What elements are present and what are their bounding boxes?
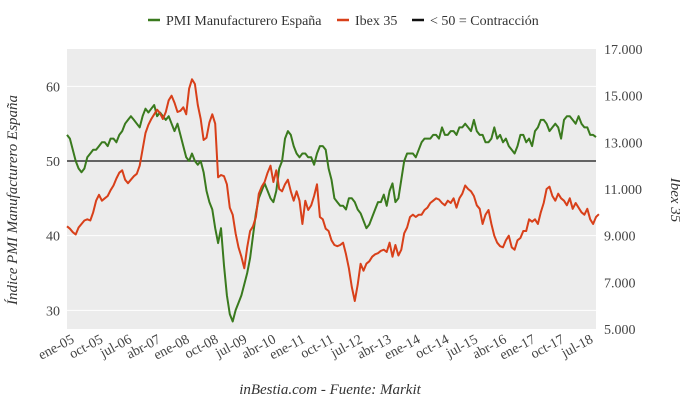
right-tick-label: 11.000	[604, 183, 642, 198]
right-tick-label: 9.000	[604, 230, 636, 245]
right-tick-label: 5.000	[604, 323, 636, 338]
series-line-ibex	[66, 78, 600, 302]
series-layer	[66, 78, 600, 323]
x-tick-label: jul-18	[558, 332, 595, 361]
legend: PMI Manufacturero España Ibex 35 < 50 = …	[148, 14, 539, 29]
y-left-axis-title: Índice PMI Manufacturero España	[4, 95, 21, 306]
right-axis-ticks: 5.000 7.000 9.000 11.000 13.000 15.000 17.000	[604, 43, 643, 338]
left-tick-label: 40	[46, 230, 60, 245]
series-line-pmi	[66, 104, 597, 323]
y-right-axis-title: Ibex 35	[667, 177, 680, 223]
right-tick-label: 15.000	[604, 90, 643, 105]
source-caption: inBestia.com - Fuente: Markit	[239, 382, 421, 398]
left-tick-label: 60	[46, 80, 60, 95]
x-axis-ticks: ene-05oct-05jul-06abr-07ene-08oct-08jul-…	[36, 332, 596, 363]
right-tick-label: 13.000	[604, 136, 643, 151]
legend-label-ibex: Ibex 35	[355, 14, 397, 29]
plot-area	[67, 49, 596, 329]
left-tick-label: 50	[46, 155, 60, 170]
left-tick-label: 30	[46, 304, 60, 319]
legend-label-pmi: PMI Manufacturero España	[166, 14, 322, 29]
right-tick-label: 7.000	[604, 276, 636, 291]
legend-label-threshold: < 50 = Contracción	[430, 14, 539, 29]
right-tick-label: 17.000	[604, 43, 643, 58]
left-axis-ticks: 30 40 50 60	[46, 80, 60, 319]
